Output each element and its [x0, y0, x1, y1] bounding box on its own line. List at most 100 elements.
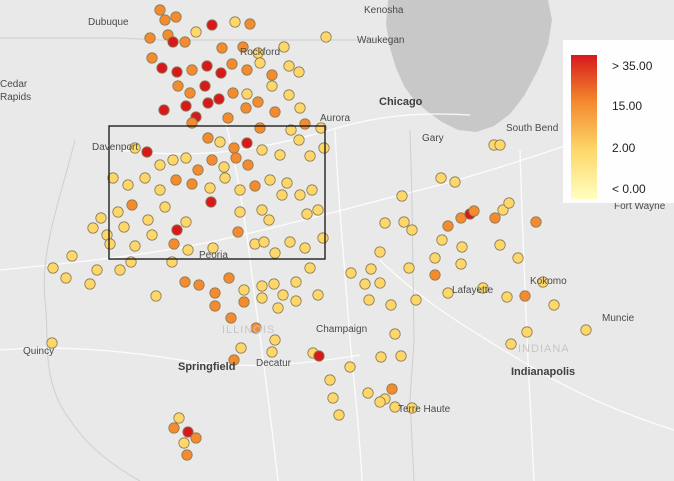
data-marker[interactable] — [201, 60, 213, 72]
data-marker[interactable] — [386, 383, 398, 395]
data-marker[interactable] — [154, 4, 166, 16]
data-marker[interactable] — [365, 263, 377, 275]
data-marker[interactable] — [249, 238, 261, 250]
data-marker[interactable] — [232, 226, 244, 238]
data-marker[interactable] — [266, 80, 278, 92]
data-marker[interactable] — [264, 174, 276, 186]
data-marker[interactable] — [222, 112, 234, 124]
data-marker[interactable] — [168, 422, 180, 434]
data-marker[interactable] — [209, 287, 221, 299]
data-marker[interactable] — [84, 278, 96, 290]
data-marker[interactable] — [429, 252, 441, 264]
data-marker[interactable] — [395, 350, 407, 362]
data-marker[interactable] — [238, 284, 250, 296]
data-marker[interactable] — [521, 326, 533, 338]
data-marker[interactable] — [107, 172, 119, 184]
data-marker[interactable] — [396, 190, 408, 202]
data-marker[interactable] — [181, 449, 193, 461]
data-marker[interactable] — [241, 88, 253, 100]
data-marker[interactable] — [91, 264, 103, 276]
data-marker[interactable] — [512, 252, 524, 264]
data-marker[interactable] — [214, 136, 226, 148]
data-marker[interactable] — [168, 238, 180, 250]
data-marker[interactable] — [389, 401, 401, 413]
data-marker[interactable] — [537, 276, 549, 288]
data-marker[interactable] — [213, 93, 225, 105]
data-marker[interactable] — [269, 334, 281, 346]
data-marker[interactable] — [385, 299, 397, 311]
data-marker[interactable] — [229, 16, 241, 28]
data-marker[interactable] — [179, 276, 191, 288]
data-marker[interactable] — [129, 142, 141, 154]
data-marker[interactable] — [580, 324, 592, 336]
data-marker[interactable] — [186, 64, 198, 76]
data-marker[interactable] — [503, 197, 515, 209]
data-marker[interactable] — [184, 87, 196, 99]
data-marker[interactable] — [256, 144, 268, 156]
data-marker[interactable] — [359, 278, 371, 290]
data-marker[interactable] — [215, 67, 227, 79]
data-marker[interactable] — [266, 69, 278, 81]
data-marker[interactable] — [182, 426, 194, 438]
data-marker[interactable] — [122, 179, 134, 191]
data-marker[interactable] — [477, 282, 489, 294]
data-marker[interactable] — [190, 26, 202, 38]
data-marker[interactable] — [406, 402, 418, 414]
data-marker[interactable] — [263, 214, 275, 226]
data-marker[interactable] — [283, 60, 295, 72]
data-marker[interactable] — [293, 134, 305, 146]
data-marker[interactable] — [206, 154, 218, 166]
data-marker[interactable] — [171, 224, 183, 236]
data-marker[interactable] — [345, 267, 357, 279]
data-marker[interactable] — [468, 205, 480, 217]
data-marker[interactable] — [227, 87, 239, 99]
data-marker[interactable] — [199, 80, 211, 92]
data-marker[interactable] — [362, 387, 374, 399]
data-marker[interactable] — [299, 242, 311, 254]
data-marker[interactable] — [436, 234, 448, 246]
data-marker[interactable] — [333, 409, 345, 421]
data-marker[interactable] — [375, 351, 387, 363]
data-marker[interactable] — [344, 361, 356, 373]
data-marker[interactable] — [180, 152, 192, 164]
data-marker[interactable] — [95, 212, 107, 224]
data-marker[interactable] — [410, 294, 422, 306]
data-marker[interactable] — [278, 41, 290, 53]
data-marker[interactable] — [501, 291, 513, 303]
data-marker[interactable] — [244, 18, 256, 30]
data-marker[interactable] — [186, 178, 198, 190]
data-marker[interactable] — [318, 142, 330, 154]
data-marker[interactable] — [237, 41, 249, 53]
data-marker[interactable] — [167, 154, 179, 166]
data-marker[interactable] — [266, 346, 278, 358]
data-marker[interactable] — [293, 66, 305, 78]
data-marker[interactable] — [204, 182, 216, 194]
data-marker[interactable] — [179, 36, 191, 48]
data-marker[interactable] — [269, 247, 281, 259]
data-marker[interactable] — [193, 279, 205, 291]
data-marker[interactable] — [254, 57, 266, 69]
data-marker[interactable] — [519, 290, 531, 302]
data-marker[interactable] — [398, 216, 410, 228]
data-marker[interactable] — [182, 244, 194, 256]
data-marker[interactable] — [324, 374, 336, 386]
data-marker[interactable] — [277, 289, 289, 301]
data-marker[interactable] — [225, 312, 237, 324]
data-marker[interactable] — [317, 232, 329, 244]
data-marker[interactable] — [118, 221, 130, 233]
data-marker[interactable] — [159, 14, 171, 26]
data-marker[interactable] — [216, 42, 228, 54]
data-marker[interactable] — [363, 294, 375, 306]
data-marker[interactable] — [294, 102, 306, 114]
data-marker[interactable] — [241, 64, 253, 76]
data-marker[interactable] — [190, 432, 202, 444]
data-marker[interactable] — [268, 278, 280, 290]
data-marker[interactable] — [403, 262, 415, 274]
data-marker[interactable] — [374, 277, 386, 289]
data-marker[interactable] — [406, 224, 418, 236]
data-marker[interactable] — [114, 264, 126, 276]
data-marker[interactable] — [304, 262, 316, 274]
data-marker[interactable] — [207, 242, 219, 254]
data-marker[interactable] — [456, 241, 468, 253]
selection-rectangle[interactable] — [108, 125, 326, 260]
